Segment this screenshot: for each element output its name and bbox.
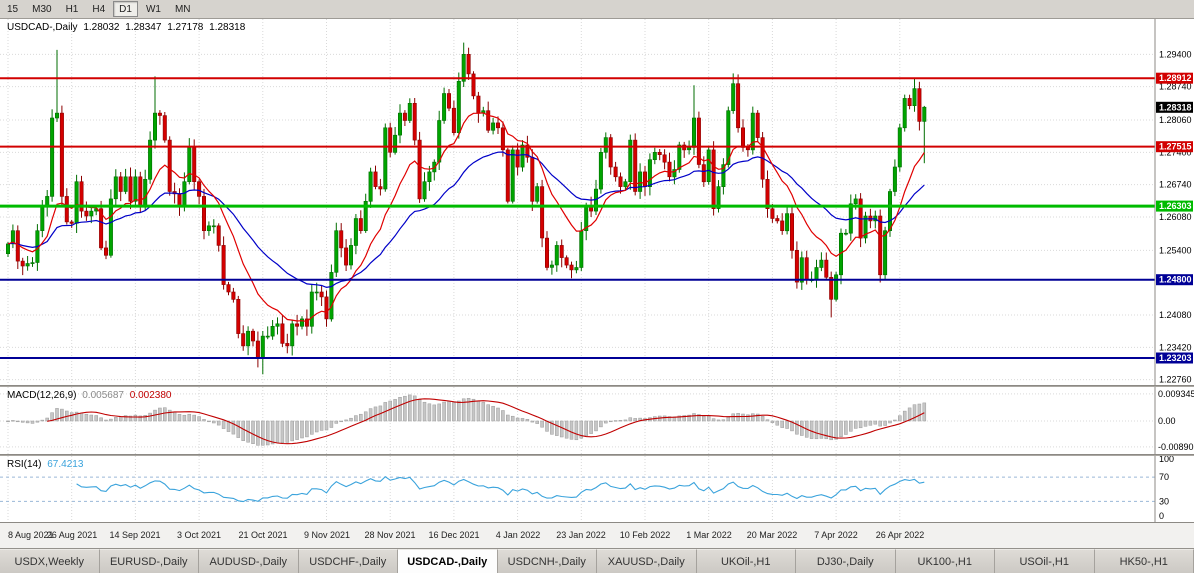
- chart-tab-usdchf-daily[interactable]: USDCHF-,Daily: [298, 549, 398, 573]
- macd-label: MACD(12,26,9) 0.005687 0.002380: [7, 390, 174, 401]
- svg-text:100: 100: [1159, 456, 1174, 464]
- svg-text:-0.008905: -0.008905: [1158, 442, 1194, 452]
- svg-text:1.23420: 1.23420: [1159, 342, 1192, 352]
- svg-text:1.28740: 1.28740: [1159, 82, 1192, 92]
- rsi-scale[interactable]: 100 70 30 0: [1159, 456, 1174, 521]
- rsi-value: 67.4213: [47, 459, 84, 470]
- svg-text:0.009345: 0.009345: [1158, 389, 1194, 399]
- svg-text:1.24800: 1.24800: [1159, 275, 1192, 285]
- time-axis-label: 7 Apr 2022: [814, 530, 858, 540]
- macd-plot[interactable]: 0.009345 0.00 -0.008905: [0, 387, 1194, 454]
- chart-low-value: 1.27178: [167, 22, 204, 33]
- chart-tab-audusd-daily[interactable]: AUDUSD-,Daily: [199, 549, 299, 573]
- chart-tab-usdcad-daily[interactable]: USDCAD-,Daily: [398, 549, 498, 573]
- time-axis-label: 3 Oct 2021: [176, 530, 222, 540]
- ma-fast-line: [7, 112, 925, 323]
- rsi-grid: [7, 456, 901, 522]
- chart-tab-uk100-h1[interactable]: UK100-,H1: [895, 549, 995, 573]
- chart-close-value: 1.28318: [209, 22, 246, 33]
- main-chart-panel: 1.29400 1.28740 1.28060 1.27400 1.26740 1.260…: [0, 19, 1194, 385]
- price-badge-1.27515: [1156, 141, 1193, 153]
- svg-text:1.27400: 1.27400: [1159, 147, 1192, 157]
- timeframe-button-h1[interactable]: H1: [65, 4, 79, 15]
- rsi-label: RSI(14) 67.4213: [7, 459, 86, 470]
- chart-high-value: 1.28347: [125, 22, 162, 33]
- macd-scale[interactable]: 0.009345 0.00 -0.008905: [1158, 389, 1194, 452]
- svg-text:1.26080: 1.26080: [1159, 212, 1192, 222]
- chart-tabs: USDX,Weekly EURUSD-,Daily AUDUSD-,Daily USD…: [0, 548, 1194, 573]
- candles: [6, 42, 927, 375]
- main-chart-plot[interactable]: 1.29400 1.28740 1.28060 1.27400 1.26740 1.260…: [0, 19, 1194, 385]
- chart-open-value: 1.28032: [83, 22, 120, 33]
- timeframe-button-w1[interactable]: W1: [145, 4, 161, 15]
- chart-tab-ukoil-h1[interactable]: UKOil-,H1: [696, 549, 796, 573]
- time-axis-label: 16 Dec 2021: [428, 530, 480, 540]
- time-axis[interactable]: 8 Aug 2021 26 Aug 2021 14 Sep 2021 3 Oct 20…: [0, 522, 1194, 548]
- timeframe-toolbar: 15 M30 H1 H4 D1 W1 MN: [0, 0, 1194, 19]
- price-badge-1.28912: [1156, 72, 1193, 84]
- svg-text:1.28912: 1.28912: [1159, 73, 1192, 83]
- time-axis-label: 26 Aug 2021: [46, 530, 98, 540]
- svg-text:0: 0: [1159, 511, 1164, 521]
- current-price-badge: [1156, 101, 1193, 113]
- timeframe-button-d1[interactable]: D1: [113, 1, 138, 17]
- svg-text:1.28318: 1.28318: [1159, 102, 1192, 112]
- rsi-name: RSI(14): [7, 459, 42, 470]
- timeframe-button-h4[interactable]: H4: [92, 4, 106, 15]
- time-axis-label: 4 Jan 2022: [495, 530, 541, 540]
- time-axis-label: 1 Mar 2022: [686, 530, 732, 540]
- panel-splitter-macd[interactable]: [0, 385, 1194, 387]
- timeframe-button-15[interactable]: 15: [7, 4, 19, 15]
- macd-main-value: 0.005687: [82, 390, 124, 401]
- chart-symbol-period: USDCAD-,Daily: [7, 22, 78, 33]
- svg-text:1.28060: 1.28060: [1159, 115, 1192, 125]
- svg-text:30: 30: [1159, 496, 1169, 506]
- svg-text:1.22760: 1.22760: [1159, 375, 1192, 385]
- price-badge-1.26303: [1156, 200, 1193, 212]
- chart-grid: [0, 19, 1155, 385]
- chart-tab-dj30-daily[interactable]: DJ30-,Daily: [796, 549, 896, 573]
- time-axis-label: 10 Feb 2022: [619, 530, 671, 540]
- timeframe-button-mn[interactable]: MN: [174, 4, 191, 15]
- rsi-line: [76, 475, 925, 503]
- rsi-panel: 100 70 30 0 RSI(14) 67.4213: [0, 456, 1194, 522]
- time-axis-label: 28 Nov 2021: [364, 530, 416, 540]
- price-scale[interactable]: 1.29400 1.28740 1.28060 1.27400 1.26740 1.260…: [1156, 49, 1193, 385]
- time-axis-label: 8 Aug 2021: [8, 530, 54, 540]
- svg-text:1.25400: 1.25400: [1159, 245, 1192, 255]
- chart-tab-xauusd-daily[interactable]: XAUUSD-,Daily: [597, 549, 697, 573]
- svg-text:1.24080: 1.24080: [1159, 310, 1192, 320]
- timeframe-button-m30[interactable]: M30: [32, 4, 52, 15]
- price-badge-1.24800: [1156, 274, 1193, 286]
- time-axis-label: 23 Jan 2022: [556, 530, 606, 540]
- chart-tab-usoil-h1[interactable]: USOil-,H1: [995, 549, 1095, 573]
- macd-panel: 0.009345 0.00 -0.008905 MACD(12,26,9) 0.00…: [0, 387, 1194, 454]
- macd-name: MACD(12,26,9): [7, 390, 77, 401]
- time-axis-label: 20 Mar 2022: [746, 530, 798, 540]
- svg-text:0.00: 0.00: [1158, 416, 1176, 426]
- macd-histogram: [6, 394, 927, 446]
- time-axis-label: 26 Apr 2022: [875, 530, 925, 540]
- macd-signal-value: 0.002380: [129, 390, 172, 401]
- time-axis-label: 9 Nov 2021: [303, 530, 351, 540]
- svg-text:1.26303: 1.26303: [1159, 201, 1192, 211]
- chart-title-bar: USDCAD-,Daily 1.28032 1.28347 1.27178 1.…: [7, 22, 248, 33]
- svg-text:1.23203: 1.23203: [1159, 353, 1192, 363]
- macd-signal-line: [47, 398, 925, 445]
- svg-text:1.27515: 1.27515: [1159, 142, 1192, 152]
- rsi-plot[interactable]: 100 70 30 0: [0, 456, 1194, 522]
- time-axis-label: 14 Sep 2021: [109, 530, 161, 540]
- chart-tab-usdx-weekly[interactable]: USDX,Weekly: [0, 549, 100, 573]
- price-badge-1.23203: [1156, 352, 1193, 364]
- svg-text:1.29400: 1.29400: [1159, 49, 1192, 59]
- chart-tab-hk50-h1[interactable]: HK50-,H1: [1094, 549, 1194, 573]
- svg-text:70: 70: [1159, 472, 1169, 482]
- chart-tab-usdcnh-daily[interactable]: USDCNH-,Daily: [497, 549, 597, 573]
- time-axis-label: 21 Oct 2021: [238, 530, 288, 540]
- panel-splitter-rsi[interactable]: [0, 454, 1194, 456]
- chart-tab-eurusd-daily[interactable]: EURUSD-,Daily: [99, 549, 199, 573]
- svg-text:1.26740: 1.26740: [1159, 180, 1192, 190]
